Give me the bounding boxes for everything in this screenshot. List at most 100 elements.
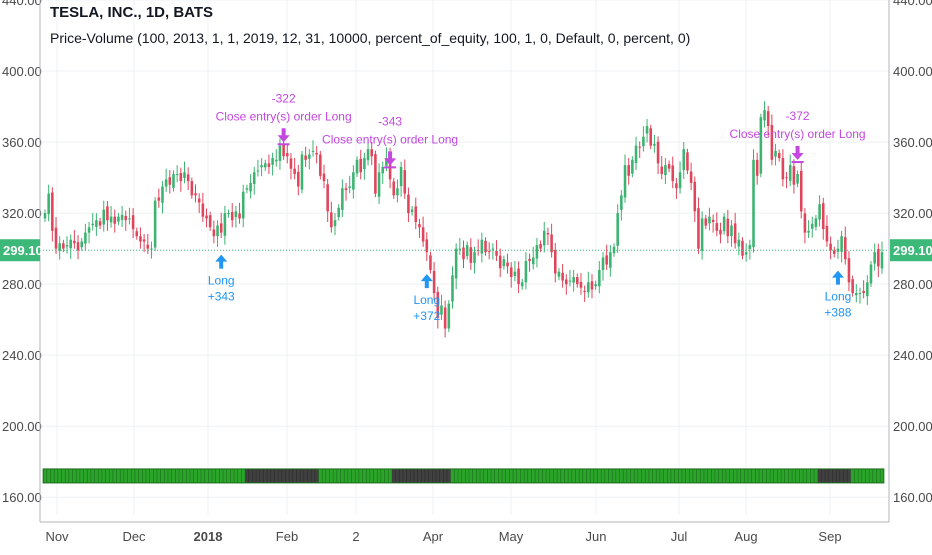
candle-body: [616, 213, 619, 246]
candle-body: [836, 248, 840, 252]
candle-body: [172, 174, 175, 188]
candle-body: [513, 271, 517, 276]
candle-body: [440, 305, 443, 315]
candle-body: [326, 184, 329, 212]
y-tick-label-right: 200.00: [893, 419, 932, 434]
candle-body: [43, 213, 47, 219]
candle-body: [337, 207, 340, 218]
candle-body: [47, 193, 50, 215]
candle-body: [781, 158, 785, 180]
candle-body: [491, 248, 495, 250]
candle-body: [175, 174, 179, 176]
candle-body: [520, 282, 524, 287]
candle-body: [462, 247, 465, 260]
y-tick-label-left: 160.00: [2, 490, 42, 505]
candle-body: [381, 166, 385, 174]
candle-body: [565, 279, 568, 285]
long-arrow-icon: [420, 274, 433, 289]
candle-body: [700, 218, 704, 251]
candle-body: [278, 145, 282, 161]
x-tick-label: Jun: [586, 529, 607, 544]
position-strip-segment: [43, 468, 246, 483]
candle-body: [374, 154, 377, 194]
candle-body: [252, 172, 256, 184]
close-arrow-icon: [384, 151, 397, 166]
candle-body: [286, 153, 289, 157]
candle-body: [330, 212, 333, 228]
candle-body: [770, 125, 774, 160]
candle-body: [124, 215, 128, 221]
candle-body: [469, 247, 473, 263]
candle-body: [553, 250, 557, 274]
candle-body: [667, 164, 671, 169]
y-tick-label-left: 320.00: [2, 206, 42, 221]
candle-body: [612, 246, 616, 254]
candle-body: [98, 221, 102, 226]
candle-body: [818, 204, 821, 220]
close-arrow-icon: [791, 146, 804, 161]
candle-body: [407, 194, 410, 214]
x-tick-label: Nov: [45, 529, 69, 544]
candle-body: [308, 154, 311, 159]
position-strip-segment: [817, 468, 851, 483]
candle-body: [289, 158, 293, 169]
candle-body: [653, 143, 656, 146]
candle-body: [484, 240, 487, 253]
study-title[interactable]: Price-Volume (100, 2013, 1, 1, 2019, 12,…: [50, 30, 691, 46]
candle-body: [205, 215, 208, 219]
y-tick-label-right: 440.00: [893, 0, 932, 8]
candle-body: [862, 290, 865, 294]
candle-body: [241, 191, 245, 219]
candle-body: [385, 158, 388, 166]
candle-body: [656, 141, 660, 164]
candle-body: [227, 213, 230, 215]
candle-body: [161, 186, 164, 203]
candle-body: [634, 145, 638, 164]
candle-body: [117, 216, 120, 222]
candle-body: [183, 172, 186, 178]
candle-body: [315, 153, 318, 155]
candle-body: [799, 170, 803, 212]
candle-body: [697, 208, 700, 249]
candle-body: [880, 252, 884, 269]
candle-body: [605, 255, 608, 265]
candle-body: [814, 218, 818, 227]
candle-body: [263, 163, 267, 168]
candle-body: [454, 248, 458, 279]
candle-body: [587, 282, 590, 293]
candle-body: [293, 168, 296, 175]
candle-body: [594, 284, 597, 287]
candle-body: [179, 172, 183, 182]
candle-body: [197, 198, 201, 203]
candle-body: [58, 243, 61, 251]
candle-body: [763, 110, 766, 121]
candle-body: [260, 165, 263, 168]
candle-body: [80, 241, 83, 248]
long-arrow-icon: [831, 270, 844, 285]
y-tick-label-right: 400.00: [893, 64, 932, 79]
long-label: Long: [208, 274, 235, 288]
candle-body: [157, 197, 161, 201]
close-qty: -343: [378, 114, 402, 128]
candle-body: [509, 267, 513, 278]
candle-body: [576, 277, 579, 285]
candle-body: [341, 188, 344, 210]
candle-body: [686, 152, 689, 171]
candle-body: [135, 231, 139, 237]
candle-body: [847, 258, 851, 283]
candle-body: [671, 165, 675, 182]
long-label: Long: [413, 293, 440, 307]
candle-body: [866, 282, 869, 297]
candle-body: [627, 165, 630, 176]
position-strip-segment: [318, 468, 392, 483]
candle-body: [546, 232, 550, 235]
candle-body: [208, 215, 212, 228]
y-tick-label-right: 240.00: [893, 348, 932, 363]
candle-body: [557, 271, 561, 277]
candle-body: [399, 166, 403, 187]
candle-body: [465, 245, 469, 257]
candle-body: [153, 200, 157, 248]
candle-body: [95, 220, 98, 227]
